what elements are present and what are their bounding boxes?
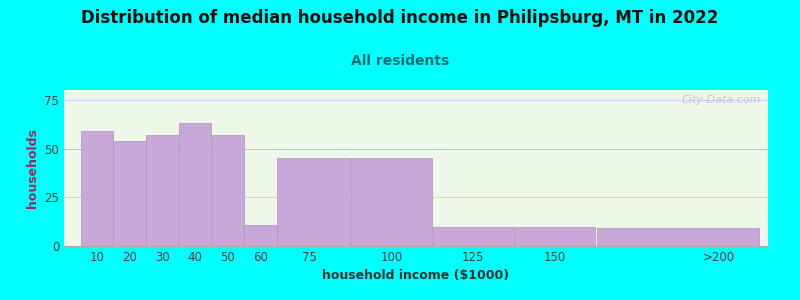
Bar [179,123,211,246]
Text: All residents: All residents [351,54,449,68]
Text: Distribution of median household income in Philipsburg, MT in 2022: Distribution of median household income … [82,9,718,27]
Bar [515,226,595,246]
Bar [244,224,277,246]
Bar [211,135,244,246]
X-axis label: household income ($1000): household income ($1000) [322,269,510,282]
Bar [114,141,146,246]
Bar [433,226,514,246]
Bar [351,158,432,246]
Bar [81,131,113,246]
Y-axis label: households: households [26,128,38,208]
Bar [278,158,350,246]
Bar [146,135,178,246]
Text: City-Data.com: City-Data.com [682,95,761,105]
Bar [598,229,758,246]
